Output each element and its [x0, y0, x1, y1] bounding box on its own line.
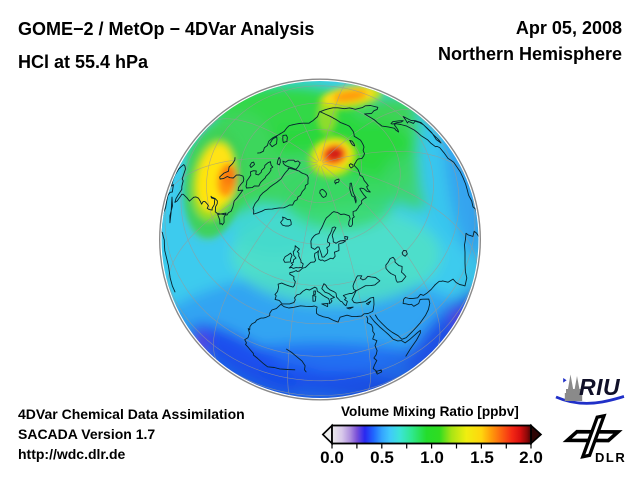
svg-text:RIU: RIU [579, 374, 621, 400]
svg-text:DLR: DLR [595, 450, 626, 464]
